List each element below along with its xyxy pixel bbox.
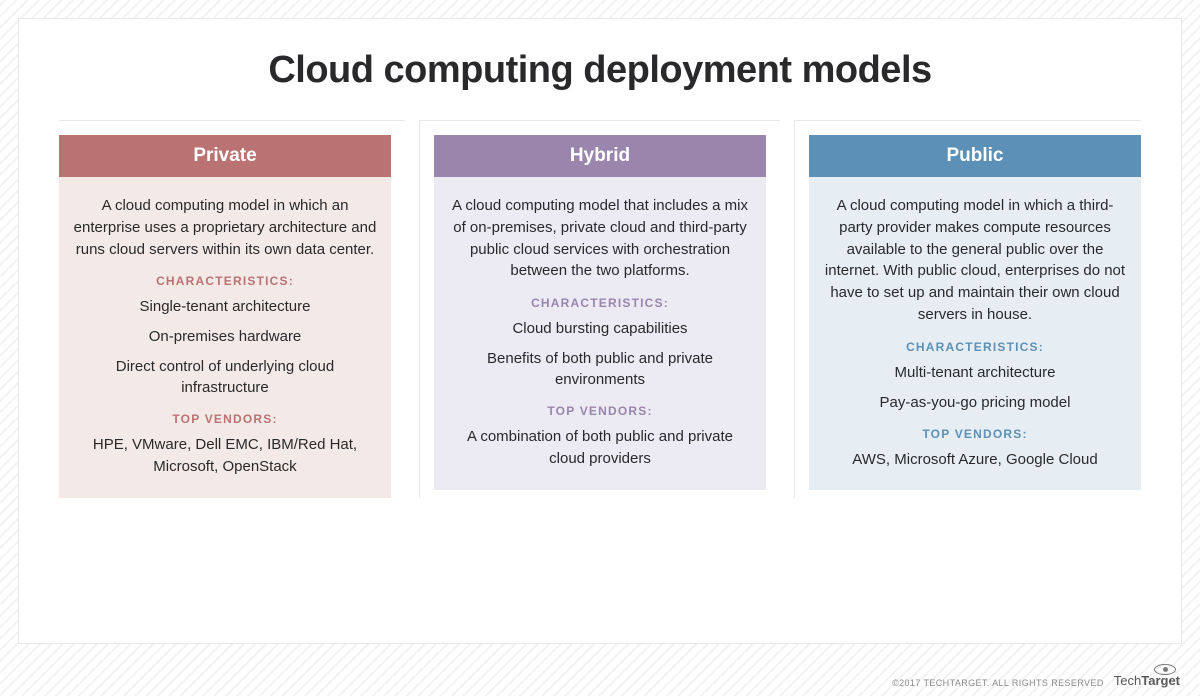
characteristics-list: Cloud bursting capabilities Benefits of b… (448, 318, 752, 390)
column-body: A cloud computing model in which a third… (809, 177, 1141, 490)
characteristics-item: Benefits of both public and private envi… (448, 348, 752, 390)
column-public: Public A cloud computing model in which a… (794, 120, 1141, 498)
infographic-frame: Cloud computing deployment models Privat… (18, 18, 1182, 644)
characteristics-item: Single-tenant architecture (73, 296, 377, 317)
characteristics-item: Cloud bursting capabilities (448, 318, 752, 339)
characteristics-label: CHARACTERISTICS: (823, 340, 1127, 354)
vendors-text: A combination of both public and private… (448, 426, 752, 470)
column-body: A cloud computing model in which an ente… (59, 177, 391, 498)
column-body: A cloud computing model that includes a … (434, 177, 766, 490)
characteristics-label: CHARACTERISTICS: (73, 274, 377, 288)
characteristics-item: Pay-as-you-go pricing model (823, 392, 1127, 413)
characteristics-item: On-premises hardware (73, 326, 377, 347)
column-description: A cloud computing model that includes a … (448, 195, 752, 282)
footer: ©2017 TECHTARGET. ALL RIGHTS RESERVED Te… (892, 664, 1180, 688)
column-description: A cloud computing model in which an ente… (73, 195, 377, 260)
copyright-text: ©2017 TECHTARGET. ALL RIGHTS RESERVED (892, 678, 1104, 688)
characteristics-item: Multi-tenant architecture (823, 362, 1127, 383)
main-title: Cloud computing deployment models (59, 49, 1141, 92)
vendors-text: AWS, Microsoft Azure, Google Cloud (823, 449, 1127, 471)
column-header: Public (809, 135, 1141, 177)
techtarget-logo: TechTarget (1114, 664, 1180, 688)
columns-container: Private A cloud computing model in which … (59, 120, 1141, 498)
characteristics-label: CHARACTERISTICS: (448, 296, 752, 310)
logo-text: TechTarget (1114, 673, 1180, 688)
column-description: A cloud computing model in which a third… (823, 195, 1127, 326)
column-private: Private A cloud computing model in which … (59, 120, 405, 498)
characteristics-list: Multi-tenant architecture Pay-as-you-go p… (823, 362, 1127, 413)
top-vendors-label: TOP VENDORS: (73, 412, 377, 426)
eye-icon (1154, 664, 1176, 675)
top-vendors-label: TOP VENDORS: (448, 404, 752, 418)
top-vendors-label: TOP VENDORS: (823, 427, 1127, 441)
column-hybrid: Hybrid A cloud computing model that inclu… (419, 120, 780, 498)
vendors-text: HPE, VMware, Dell EMC, IBM/Red Hat, Micr… (73, 434, 377, 478)
column-header: Private (59, 135, 391, 177)
characteristics-item: Direct control of underlying cloud infra… (73, 356, 377, 398)
column-header: Hybrid (434, 135, 766, 177)
characteristics-list: Single-tenant architecture On-premises ha… (73, 296, 377, 398)
